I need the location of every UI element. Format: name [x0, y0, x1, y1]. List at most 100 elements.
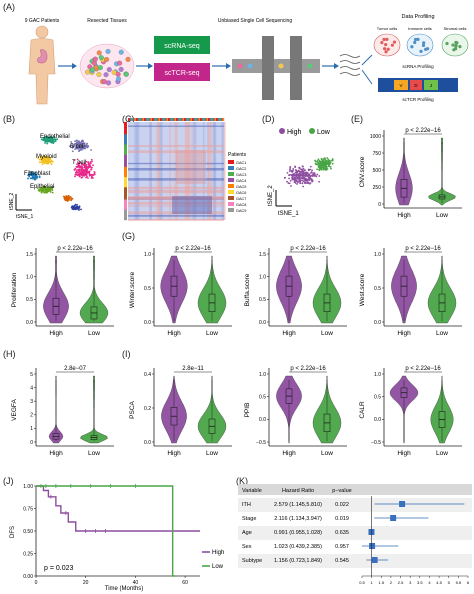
tissue-cell	[118, 49, 124, 55]
tsne-d-point-low	[318, 165, 320, 168]
violin-x-label: High	[167, 450, 181, 457]
panel-letter-j: (J)	[3, 476, 14, 486]
tissue-cell	[97, 65, 103, 71]
violin-pvalue: p < 2.22e−16	[57, 246, 93, 252]
heatmap-row-annot	[124, 154, 127, 157]
profiling-cell	[454, 43, 458, 48]
tsne-b-label-myeloid: Myeloid	[36, 154, 57, 160]
tsne-d-point-high	[294, 165, 296, 168]
tsne-b-point	[28, 174, 31, 177]
tsne-b-point	[40, 161, 43, 164]
heatmap-col-annot	[203, 118, 205, 121]
violin-shape-high	[391, 255, 417, 324]
tsne-b-point	[91, 160, 93, 163]
tsne-d-point-high	[309, 165, 312, 168]
tsne-b-point	[77, 141, 79, 144]
tsne-b-point	[85, 144, 87, 147]
forest-hr-marker	[399, 501, 406, 507]
profiling-cell	[421, 43, 426, 48]
tsne-b-point	[44, 188, 46, 190]
forest-x-tick-label: 5	[448, 580, 451, 585]
heatmap-stripe	[136, 122, 140, 220]
tissue-cell	[103, 72, 109, 78]
tsne-b-point	[42, 186, 44, 188]
violin-y-label: Buffa.score	[244, 273, 251, 306]
tsne-d-point-high	[311, 175, 314, 178]
tissue-cell	[123, 71, 129, 77]
tsne-b-point	[49, 140, 52, 143]
heatmap-row-annot	[124, 195, 127, 198]
tsne-b-point	[67, 198, 70, 201]
forest-x-tick-label: 6	[467, 580, 470, 585]
tsne-b-point	[76, 173, 79, 176]
tsne-b-point	[85, 174, 88, 177]
sctcr-seq-box	[154, 63, 210, 81]
heatmap-row-annot	[124, 142, 127, 145]
km-pvalue: p = 0.023	[44, 565, 73, 572]
heatmap-stripe	[223, 122, 226, 220]
violin-y-tick-label: 1.0	[259, 274, 266, 280]
heatmap-legend-label: GAC7	[236, 197, 246, 201]
heatmap-legend-swatch	[228, 178, 234, 182]
tsne-b-point	[78, 149, 81, 152]
tsne-b-point	[44, 157, 47, 160]
violin-y-tick-label: 0.5	[374, 394, 381, 400]
forest-x-tick-label: 1	[371, 580, 374, 585]
heatmap-stripe	[158, 122, 163, 220]
tsne-b-point	[76, 204, 78, 206]
violin-y-tick-label: 0.0	[374, 320, 381, 326]
tsne-b-point	[48, 188, 51, 191]
forest-row-bg	[238, 554, 472, 568]
tsne-d-ylabel: tSNE_2	[268, 185, 274, 206]
tsne-d-point-high	[303, 179, 306, 181]
violin-y-tick-label: 500	[373, 168, 382, 174]
tsne-d-point-high	[286, 180, 288, 183]
legend-high-label: High	[287, 129, 302, 136]
heatmap-stripe	[149, 122, 152, 220]
tissues-label: Resected Tissues	[87, 18, 127, 24]
tsne-b-point	[78, 162, 81, 165]
heatmap-col-annot	[171, 118, 173, 121]
sctcr-profiling-label: scTCR Profiling	[402, 97, 434, 102]
heatmap-row-annot	[124, 138, 127, 141]
tsne-b-point	[46, 190, 49, 192]
tsne-d-point-low	[329, 161, 332, 164]
forest-x-tick-label: 1.5	[378, 580, 384, 585]
violin-y-tick-label: 1.0	[259, 372, 266, 378]
heatmap-stripe	[221, 122, 225, 220]
violin-y-tick-label: 0.5	[259, 394, 266, 400]
forest-hr-text: 2.579 (1.145,5.810)	[274, 502, 322, 508]
violin-x-label: High	[49, 330, 63, 337]
heatmap-col-annot	[166, 118, 169, 121]
tsne-d-point-low	[321, 164, 324, 167]
profiling-cell	[392, 40, 397, 44]
tissue-cell	[111, 69, 117, 75]
tsne-b-point	[75, 144, 78, 147]
tsne-b-point	[82, 170, 85, 173]
violin-panel-g3: 0.0 0.5 1.0 West.score High Low p < 2.22e−16	[359, 246, 462, 337]
heatmap-col-annot	[209, 118, 212, 121]
heatmap-col-annot	[137, 118, 140, 121]
heatmap-legend-title: Patients	[228, 152, 247, 158]
tsne-b-point	[83, 166, 86, 169]
tsne-b-point	[38, 189, 41, 192]
heatmap-col-annot	[156, 118, 159, 121]
data-profiling-label: Data Profiling	[401, 14, 434, 20]
tsne-b-point	[52, 186, 55, 188]
tsne-b-point	[45, 159, 47, 162]
panel-letter-d: (D)	[262, 114, 275, 124]
tsne-b-point	[69, 145, 71, 148]
violin-y-tick-label: 1.0	[374, 252, 381, 258]
tsne-b-point	[75, 169, 78, 172]
heatmap-col-annot	[150, 118, 153, 121]
forest-variable: Stage	[242, 516, 256, 522]
tsne-d-point-low	[317, 158, 320, 161]
tsne-b-point	[72, 206, 75, 209]
profiling-cell	[380, 41, 384, 45]
profiling-cell	[416, 37, 420, 41]
tsne-d-point-high	[292, 169, 294, 172]
violin-panel-e: 0 250 500 750 1000 CNV.score High Low p < 2.22e−…	[359, 128, 462, 219]
tsne-b-point	[87, 177, 89, 179]
tsne-b-point	[86, 166, 89, 169]
heatmap-row-annot	[124, 162, 127, 166]
